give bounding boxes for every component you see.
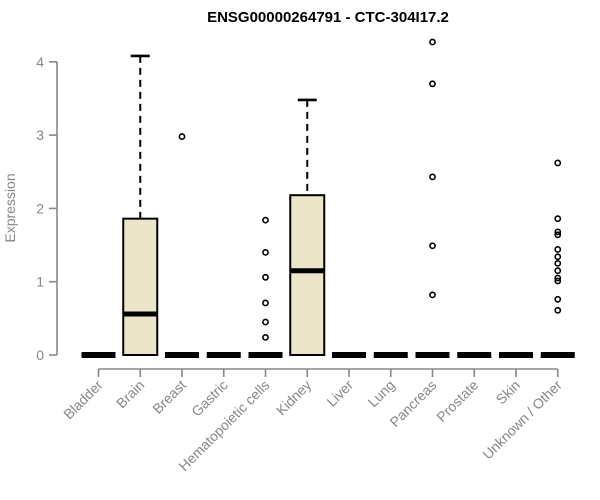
y-tick-label-2: 2 <box>36 200 44 216</box>
y-tick-label-4: 4 <box>36 54 44 70</box>
outlier-point <box>554 253 562 261</box>
boxplot-hematopoietic-cells <box>248 216 283 358</box>
outlier-point <box>429 242 436 250</box>
y-tick-label-1: 1 <box>36 274 44 290</box>
median-line <box>332 352 366 358</box>
median-line <box>457 352 492 358</box>
outlier-point <box>262 318 269 326</box>
outlier-point <box>262 334 269 341</box>
boxplot-unknown-other <box>540 159 575 358</box>
boxplot-liver <box>332 352 366 358</box>
median-line <box>165 352 199 358</box>
outlier-point <box>554 274 562 282</box>
outlier-point <box>554 246 562 253</box>
iqr-box <box>289 194 326 356</box>
outlier-point <box>554 231 562 239</box>
outlier-point <box>178 133 186 140</box>
outlier-point <box>554 228 562 236</box>
outlier-point <box>262 248 269 256</box>
outlier-point <box>554 306 562 314</box>
median-line <box>415 352 450 358</box>
boxplot-kidney <box>289 98 326 356</box>
x-tick-label-brain: Brain <box>113 377 147 411</box>
y-tick-label-0: 0 <box>36 347 44 363</box>
outlier-point <box>554 215 562 223</box>
x-tick-label-liver: Liver <box>323 377 356 410</box>
boxplot-skin <box>499 352 533 358</box>
outlier-point <box>262 299 269 307</box>
outlier-point <box>429 173 436 181</box>
boxplot-brain <box>122 54 159 356</box>
boxplot-bladder <box>81 352 116 358</box>
boxplot-gastric <box>206 352 241 358</box>
x-tick-label-lung: Lung <box>365 377 398 410</box>
outlier-point <box>429 38 436 46</box>
x-tick-label-kidney: Kidney <box>273 377 315 419</box>
median-line <box>540 352 575 358</box>
outlier-point <box>262 216 269 224</box>
outlier-point <box>554 159 562 167</box>
outlier-point <box>554 295 562 303</box>
x-tick-label-prostate: Prostate <box>433 377 481 425</box>
boxplot-breast <box>165 133 199 358</box>
outlier-point <box>554 277 562 285</box>
median-line <box>81 352 116 358</box>
median-line <box>499 352 533 358</box>
iqr-box <box>122 217 159 356</box>
x-tick-label-unknown-other: Unknown / Other <box>479 377 565 463</box>
boxplot-prostate <box>457 352 492 358</box>
median-line <box>248 352 283 358</box>
outlier-point <box>554 267 562 275</box>
median-line <box>373 352 408 358</box>
outlier-point <box>262 273 269 281</box>
outlier-point <box>429 80 436 88</box>
y-axis: 0 1 2 3 4 <box>36 54 58 363</box>
chart-title: ENSG00000264791 - CTC-304I17.2 <box>207 9 449 26</box>
x-tick-label-breast: Breast <box>149 377 189 417</box>
median-line <box>206 352 241 358</box>
x-tick-label-bladder: Bladder <box>60 377 106 423</box>
plot-area <box>81 38 575 358</box>
boxplot-lung <box>373 352 408 358</box>
y-axis-title: Expression <box>2 173 18 242</box>
outlier-point <box>554 259 562 267</box>
boxplot-pancreas <box>415 38 450 358</box>
y-tick-label-3: 3 <box>36 127 44 143</box>
outlier-point <box>429 291 436 299</box>
x-tick-label-skin: Skin <box>493 377 524 408</box>
